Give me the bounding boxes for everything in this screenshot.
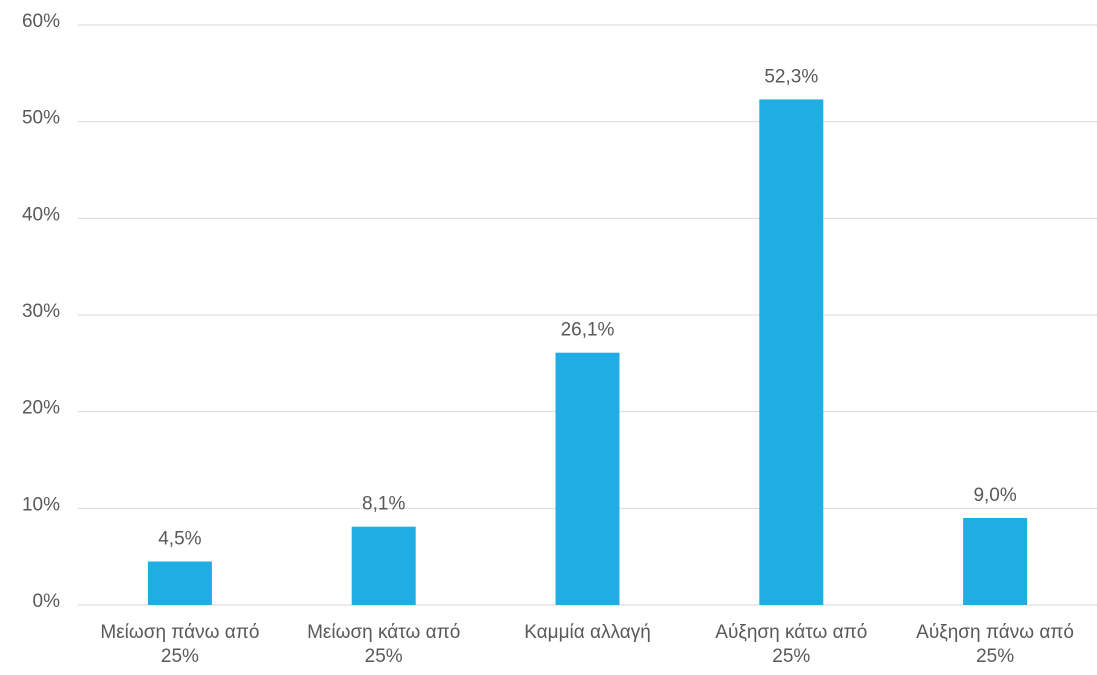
- bar: [555, 352, 620, 605]
- bar: [963, 518, 1028, 605]
- y-tick-label: 10%: [22, 494, 60, 515]
- x-tick-label: Αύξηση κάτω από 25%: [715, 622, 868, 667]
- y-tick-label: 30%: [22, 301, 60, 322]
- y-tick-label: 0%: [33, 591, 61, 612]
- data-label: 52,3%: [764, 66, 818, 87]
- data-label: 4,5%: [158, 529, 201, 550]
- data-label: 8,1%: [362, 494, 405, 515]
- data-label: 9,0%: [973, 485, 1016, 506]
- x-tick-label: Μείωση κάτω από 25%: [307, 622, 461, 667]
- data-label: 26,1%: [561, 320, 615, 341]
- x-tick-label: Μείωση πάνω από 25%: [100, 622, 260, 667]
- bar: [759, 99, 824, 605]
- x-tick-label: Καμμία αλλαγή: [524, 622, 651, 643]
- bar: [147, 561, 212, 605]
- y-tick-label: 40%: [22, 204, 60, 225]
- x-tick-label: Αύξηση πάνω από 25%: [916, 622, 1074, 667]
- y-tick-label: 60%: [22, 11, 60, 32]
- y-tick-label: 20%: [22, 398, 60, 419]
- y-tick-label: 50%: [22, 108, 60, 129]
- bar: [351, 526, 416, 605]
